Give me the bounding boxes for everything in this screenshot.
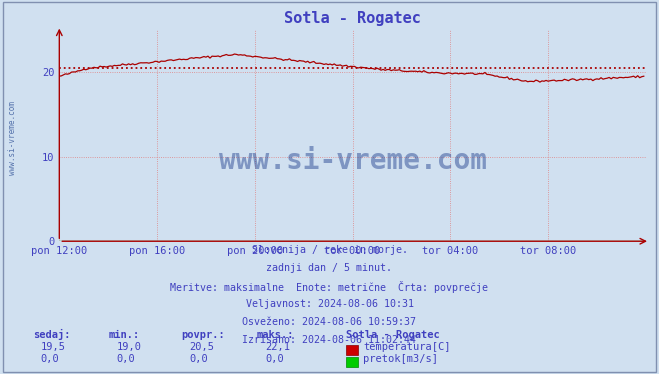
- Text: Osveženo: 2024-08-06 10:59:37: Osveženo: 2024-08-06 10:59:37: [243, 317, 416, 327]
- Text: 0,0: 0,0: [41, 354, 59, 364]
- Text: povpr.:: povpr.:: [181, 329, 225, 340]
- Text: Veljavnost: 2024-08-06 10:31: Veljavnost: 2024-08-06 10:31: [246, 299, 413, 309]
- Text: www.si-vreme.com: www.si-vreme.com: [219, 147, 486, 175]
- Text: sedaj:: sedaj:: [33, 329, 71, 340]
- Text: min.:: min.:: [109, 329, 140, 340]
- Text: 19,0: 19,0: [117, 342, 142, 352]
- Text: Izrisano: 2024-08-06 11:02:44: Izrisano: 2024-08-06 11:02:44: [243, 335, 416, 345]
- Text: 0,0: 0,0: [265, 354, 283, 364]
- Text: 0,0: 0,0: [117, 354, 135, 364]
- Text: Slovenija / reke in morje.: Slovenija / reke in morje.: [252, 245, 407, 255]
- Text: zadnji dan / 5 minut.: zadnji dan / 5 minut.: [266, 263, 393, 273]
- Text: 22,1: 22,1: [265, 342, 290, 352]
- Text: maks.:: maks.:: [257, 329, 295, 340]
- Text: pretok[m3/s]: pretok[m3/s]: [363, 354, 438, 364]
- Text: 0,0: 0,0: [189, 354, 208, 364]
- Text: Meritve: maksimalne  Enote: metrične  Črta: povprečje: Meritve: maksimalne Enote: metrične Črta…: [171, 281, 488, 293]
- Text: Sotla - Rogatec: Sotla - Rogatec: [346, 329, 440, 340]
- Title: Sotla - Rogatec: Sotla - Rogatec: [284, 11, 421, 26]
- Text: www.si-vreme.com: www.si-vreme.com: [8, 101, 17, 175]
- Text: 20,5: 20,5: [189, 342, 214, 352]
- Text: temperatura[C]: temperatura[C]: [363, 342, 451, 352]
- Text: 19,5: 19,5: [41, 342, 66, 352]
